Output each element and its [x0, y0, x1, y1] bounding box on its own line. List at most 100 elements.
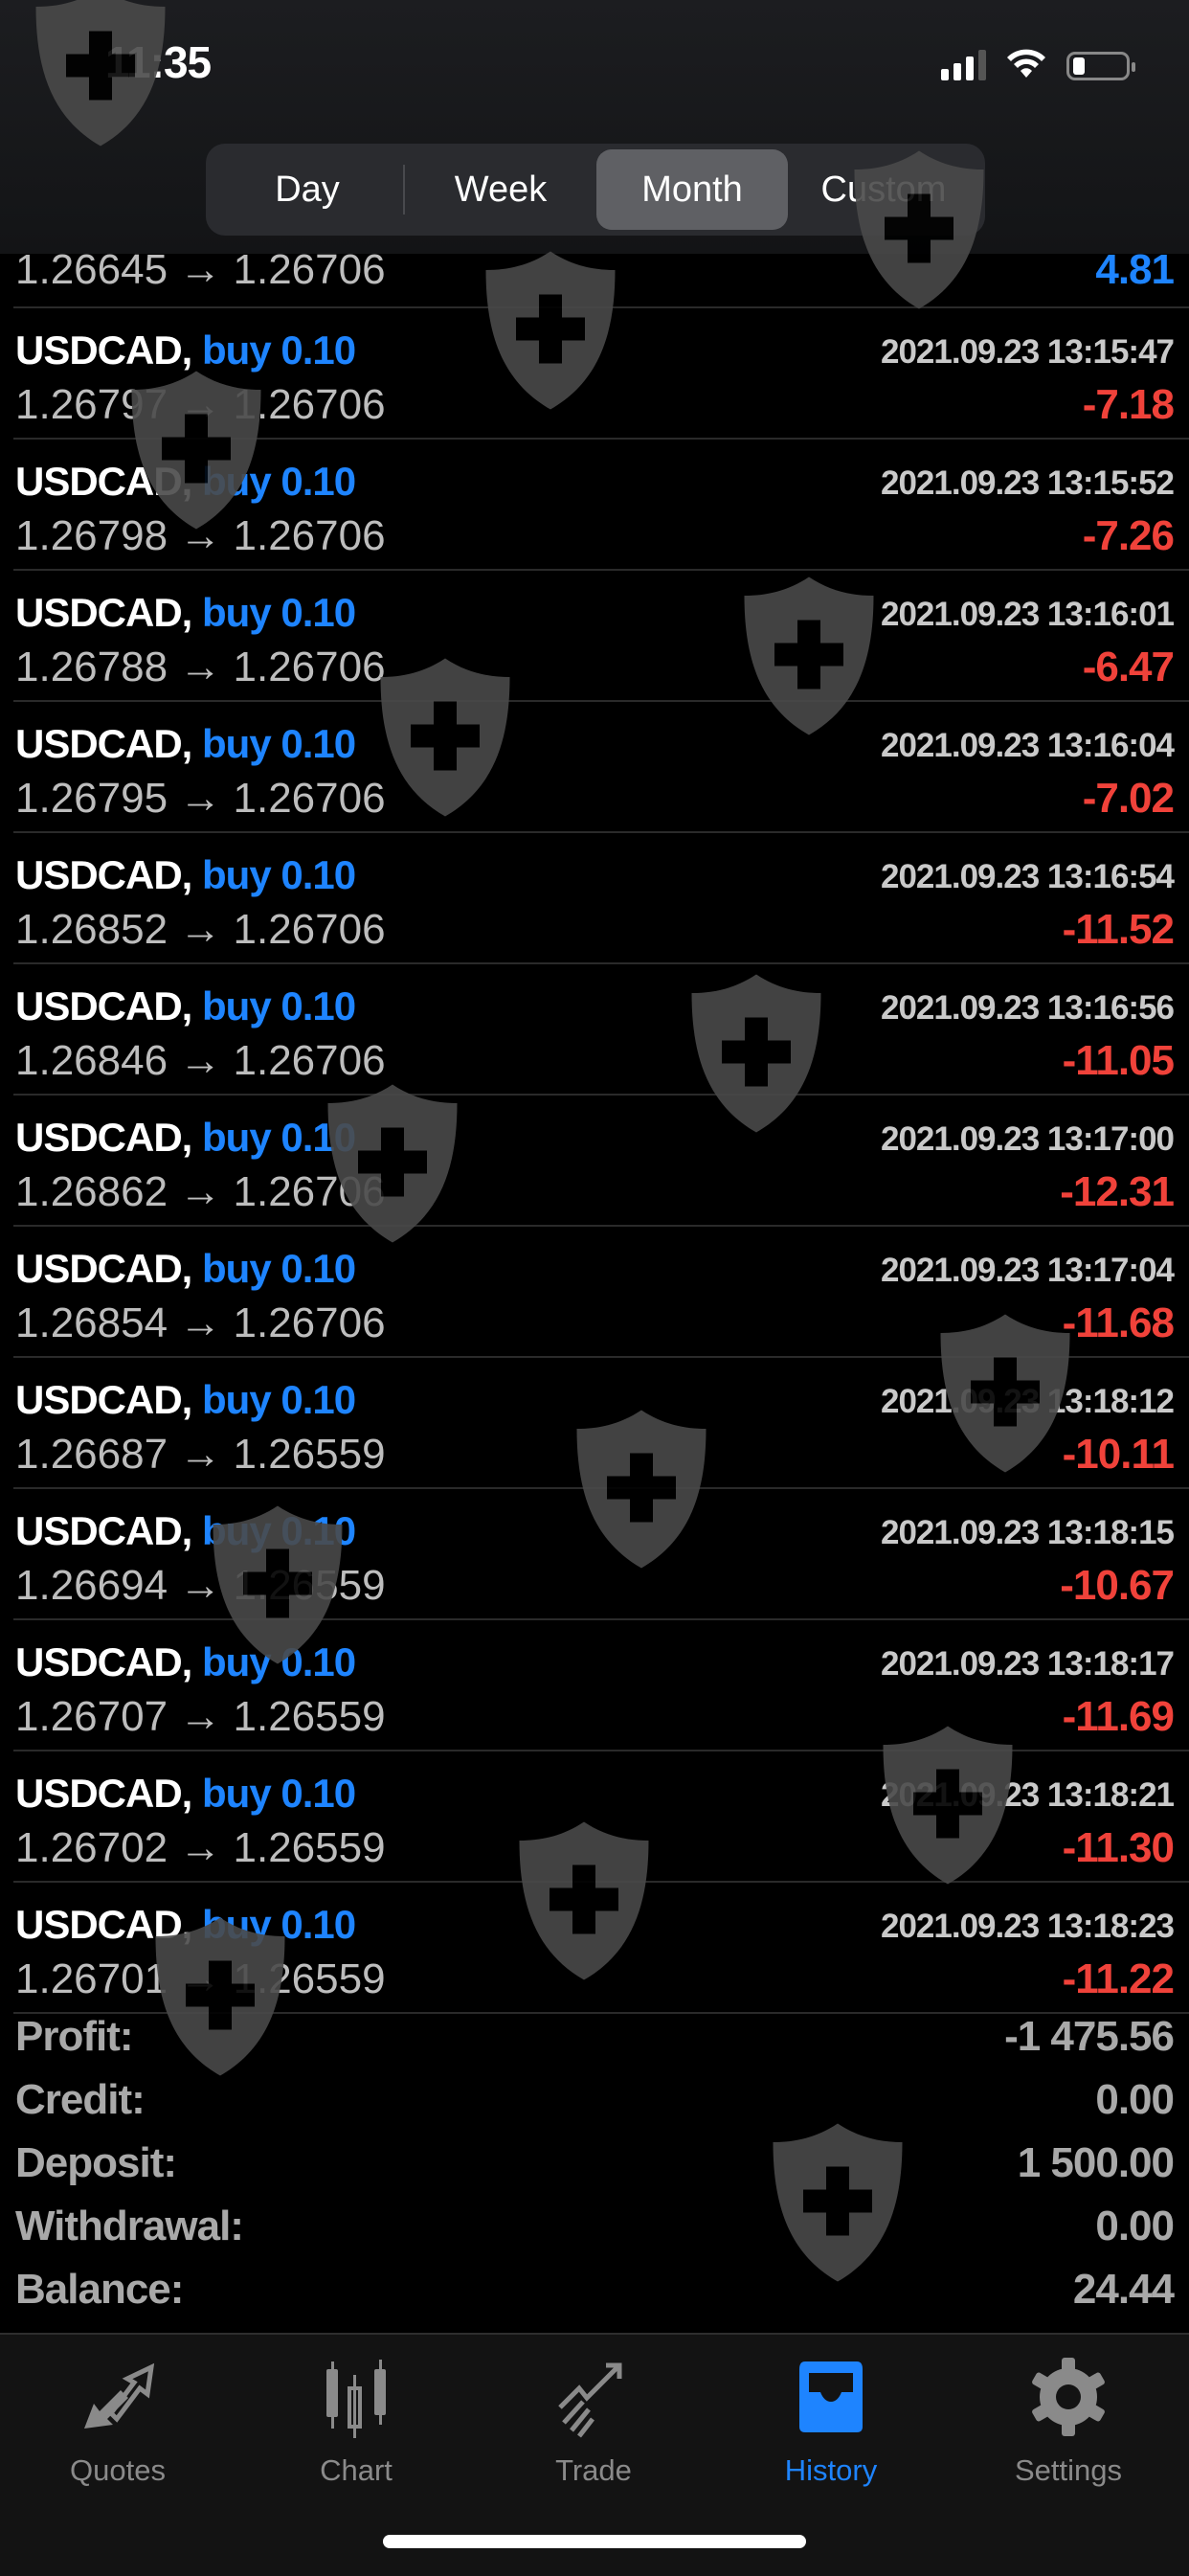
- deal-side-volume: buy 0.10: [202, 1246, 356, 1291]
- deal-date: 2021.09.23 13:16:04: [881, 727, 1175, 764]
- deal-prices: 1.26694 → 1.26559: [15, 1562, 386, 1609]
- deal-profit: -6.47: [1082, 644, 1175, 690]
- summary-row: Withdrawal: 0.00: [15, 2195, 1175, 2258]
- wifi-icon: [1007, 49, 1045, 78]
- home-indicator: [383, 2535, 806, 2548]
- deal-row[interactable]: USDCAD, buy 0.10 2021.09.23 13:18:21 1.267…: [13, 1751, 1189, 1883]
- deal-row[interactable]: USDCAD, buy 0.10 2021.09.23 13:16:54 1.268…: [13, 833, 1189, 964]
- deal-symbol: USDCAD,: [15, 852, 192, 897]
- deal-row[interactable]: USDCAD, buy 0.10 2021.09.23 13:15:47 1.267…: [13, 308, 1189, 440]
- deal-title: USDCAD, buy 0.10: [15, 590, 356, 636]
- deal-profit: 4.81: [1095, 246, 1175, 293]
- tab-custom[interactable]: Custom: [820, 169, 947, 210]
- deal-symbol: USDCAD,: [15, 1508, 192, 1553]
- deal-side-volume: buy 0.10: [202, 1115, 356, 1160]
- deal-date: 2021.09.23 13:18:17: [881, 1645, 1175, 1683]
- summary-value: -1 475.56: [1004, 2013, 1175, 2060]
- deal-profit: -11.30: [1062, 1824, 1175, 1871]
- deal-symbol: USDCAD,: [15, 721, 192, 766]
- status-icons: [941, 46, 1135, 80]
- deal-side-volume: buy 0.10: [202, 459, 356, 504]
- summary-label: Profit:: [15, 2013, 134, 2060]
- deal-row[interactable]: USDCAD, buy 0.10 2021.09.23 13:16:56 1.268…: [13, 964, 1189, 1096]
- deal-row[interactable]: USDCAD, buy 0.10 2021.09.23 13:18:17 1.267…: [13, 1620, 1189, 1751]
- deal-prices: 1.26702 → 1.26559: [15, 1824, 386, 1871]
- tab-label: History: [784, 2453, 878, 2487]
- segment-divider: [403, 165, 405, 215]
- deal-row[interactable]: USDCAD, buy 0.10 2021.09.23 13:18:15 1.266…: [13, 1489, 1189, 1620]
- deal-row[interactable]: USDCAD, buy 0.10 2021.09.23 13:16:01 1.267…: [13, 571, 1189, 702]
- deal-profit: -12.31: [1060, 1168, 1175, 1215]
- tab-week[interactable]: Week: [454, 169, 548, 210]
- deal-symbol: USDCAD,: [15, 1115, 192, 1160]
- deal-row[interactable]: USDCAD, buy 0.10 2021.09.23 13:15:52 1.267…: [13, 440, 1189, 571]
- deal-date: 2021.09.23 13:18:21: [881, 1776, 1175, 1814]
- summary-row: Credit: 0.00: [15, 2068, 1175, 2132]
- deal-symbol: USDCAD,: [15, 1771, 192, 1816]
- tab-label: Settings: [1014, 2453, 1122, 2487]
- deal-profit: -11.52: [1062, 906, 1175, 953]
- deal-side-volume: buy 0.10: [202, 1771, 356, 1816]
- summary-label: Deposit:: [15, 2139, 177, 2186]
- deal-profit: -11.69: [1062, 1693, 1175, 1740]
- signal-icon: [941, 48, 986, 80]
- tab-day[interactable]: Day: [275, 169, 340, 210]
- deal-prices: 1.26687 → 1.26559: [15, 1431, 386, 1478]
- tab-history[interactable]: History: [735, 2354, 927, 2488]
- deal-symbol: USDCAD,: [15, 1377, 192, 1422]
- quotes-arrows-icon: [84, 2362, 155, 2429]
- deal-prices: 1.26795 → 1.26706: [15, 775, 386, 822]
- deal-symbol: USDCAD,: [15, 1246, 192, 1291]
- deal-date: 2021.09.23 13:18:23: [881, 1908, 1175, 1945]
- deal-side-volume: buy 0.10: [202, 1902, 356, 1947]
- deal-row[interactable]: USDCAD, buy 0.10 2021.09.23 13:18:12 1.266…: [13, 1358, 1189, 1489]
- deal-side-volume: buy 0.10: [202, 328, 356, 373]
- deal-side-volume: buy 0.10: [202, 1508, 356, 1553]
- deal-date: 2021.09.23 13:16:54: [881, 858, 1175, 895]
- deal-prices: 1.26862 → 1.26706: [15, 1168, 386, 1215]
- header: 11:35 Day Week Month Custom: [0, 0, 1189, 254]
- deal-profit: -7.26: [1082, 512, 1175, 559]
- summary-row: Balance: 24.44: [15, 2258, 1175, 2321]
- deal-date: 2021.09.23 13:15:47: [881, 333, 1175, 371]
- deal-symbol: USDCAD,: [15, 1639, 192, 1684]
- deal-date: 2021.09.23 13:16:56: [881, 989, 1175, 1027]
- tab-trade[interactable]: Trade: [498, 2354, 689, 2488]
- deals-list: 1.26645 → 1.26706 4.81 USDCAD, buy 0.10 2…: [0, 246, 1189, 2014]
- summary-label: Credit:: [15, 2076, 146, 2123]
- deal-side-volume: buy 0.10: [202, 1639, 356, 1684]
- deal-title: USDCAD, buy 0.10: [15, 1508, 356, 1554]
- deal-title: USDCAD, buy 0.10: [15, 852, 356, 898]
- deal-side-volume: buy 0.10: [202, 721, 356, 766]
- deal-profit: -7.02: [1082, 775, 1175, 822]
- summary-label: Withdrawal:: [15, 2203, 244, 2249]
- tab-bar: Quotes Chart Trade History Settings: [0, 2333, 1189, 2576]
- summary-value: 24.44: [1072, 2266, 1175, 2313]
- summary-value: 0.00: [1095, 2203, 1175, 2249]
- trade-trend-icon: [558, 2362, 622, 2438]
- deal-row[interactable]: USDCAD, buy 0.10 2021.09.23 13:16:04 1.267…: [13, 702, 1189, 833]
- summary-label: Balance:: [15, 2266, 184, 2313]
- deal-title: USDCAD, buy 0.10: [15, 1639, 356, 1685]
- tab-settings[interactable]: Settings: [973, 2354, 1164, 2488]
- deal-profit: -7.18: [1082, 381, 1175, 428]
- deal-prices: 1.26852 → 1.26706: [15, 906, 386, 953]
- deal-prices: 1.26797 → 1.26706: [15, 381, 386, 428]
- candlestick-icon: [326, 2360, 386, 2438]
- tab-label: Quotes: [70, 2453, 166, 2487]
- deal-date: 2021.09.23 13:16:01: [881, 596, 1175, 633]
- deal-symbol: USDCAD,: [15, 590, 192, 635]
- deal-row[interactable]: USDCAD, buy 0.10 2021.09.23 13:17:00 1.268…: [13, 1096, 1189, 1227]
- deal-prices: 1.26645 → 1.26706: [15, 246, 386, 293]
- deal-side-volume: buy 0.10: [202, 983, 356, 1028]
- tab-quotes[interactable]: Quotes: [22, 2354, 213, 2488]
- tab-month[interactable]: Month: [596, 149, 788, 230]
- deal-row[interactable]: USDCAD, buy 0.10 2021.09.23 13:17:04 1.268…: [13, 1227, 1189, 1358]
- tab-chart[interactable]: Chart: [260, 2354, 452, 2488]
- deal-prices: 1.26846 → 1.26706: [15, 1037, 386, 1084]
- deal-date: 2021.09.23 13:18:12: [881, 1383, 1175, 1420]
- deal-title: USDCAD, buy 0.10: [15, 983, 356, 1029]
- deal-prices: 1.26701 → 1.26559: [15, 1955, 386, 2002]
- deal-row-partial[interactable]: 1.26645 → 1.26706 4.81: [13, 246, 1189, 308]
- deal-row[interactable]: USDCAD, buy 0.10 2021.09.23 13:18:23 1.267…: [13, 1883, 1189, 2014]
